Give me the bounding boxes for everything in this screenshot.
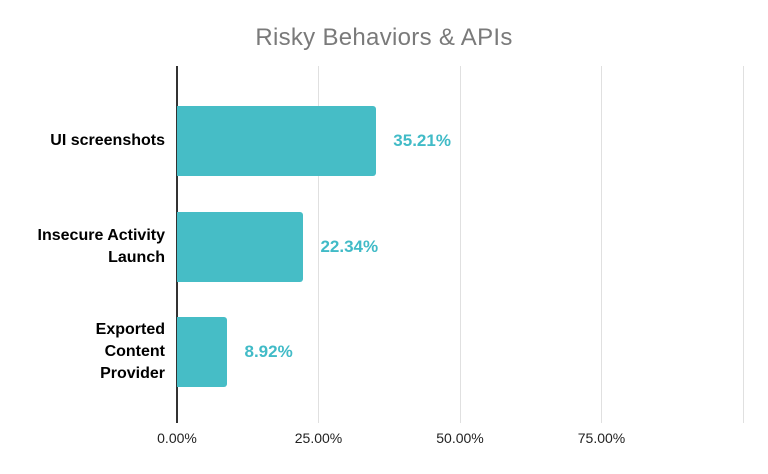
x-tick-label-25: 25.00% [294, 430, 343, 446]
gridline-75 [601, 66, 602, 423]
chart-title: Risky Behaviors & APIs [255, 24, 513, 51]
gridline-25 [318, 66, 319, 423]
x-tick-label-0: 0.00% [157, 430, 197, 446]
gridline-100 [742, 66, 744, 423]
bar-ui-screenshots [177, 105, 377, 176]
category-label-exported-content-provider: Exported Content Provider [95, 321, 165, 383]
value-label-ui-screenshots: 35.21% [393, 130, 451, 150]
value-label-exported-content-provider: 8.92% [244, 342, 293, 362]
x-axis: 0.00% 25.00% 50.00% 75.00% [157, 430, 743, 448]
category-label-insecure-activity-launch: Insecure Activity Launch [37, 226, 165, 266]
bar-insecure-activity-launch [177, 211, 304, 282]
x-tick-label-75: 75.00% [577, 430, 626, 446]
bar-exported-content-provider [177, 317, 228, 388]
x-tick-label-50: 50.00% [436, 430, 484, 446]
value-label-insecure-activity-launch: 22.34% [320, 236, 379, 256]
category-label-ui-screenshots: UI screenshots [50, 131, 165, 149]
gridline-50 [459, 66, 461, 423]
plot-area: 35.21% 22.34% 8.92% [176, 66, 744, 423]
category-axis: UI screenshots Insecure Activity Launch Ex… [0, 88, 165, 405]
bars-layer: 35.21% 22.34% 8.92% [177, 88, 743, 405]
